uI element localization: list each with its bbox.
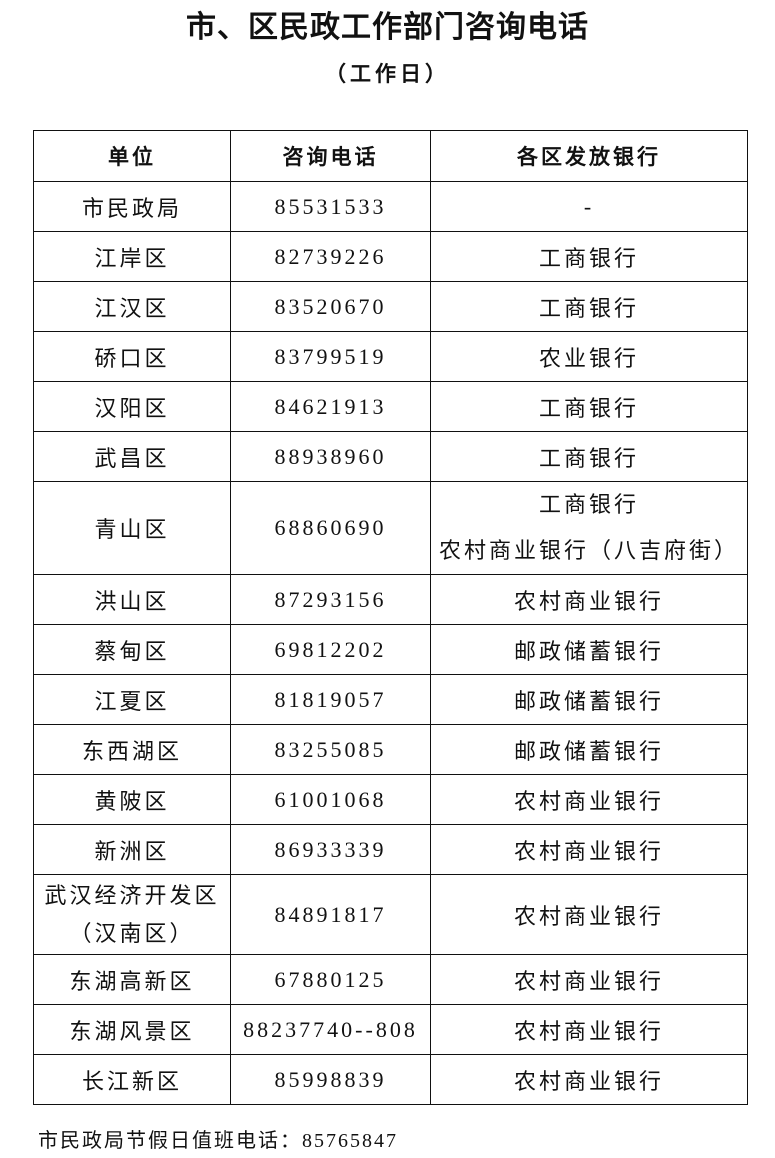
phone-cell: 87293156 <box>230 574 431 625</box>
bank-name: 农村商业银行 <box>513 903 664 929</box>
phone-cell: 61001068 <box>230 774 431 825</box>
phone-cell: 84621913 <box>230 381 431 432</box>
unit-cell: 市民政局 <box>33 181 231 232</box>
bank-cell: 工商银行 <box>430 381 748 432</box>
table-row: 蔡甸区 69812202 邮政储蓄银行 <box>33 624 748 675</box>
unit-cell: 硚口区 <box>33 331 231 382</box>
bank-cell: 邮政储蓄银行 <box>430 674 748 725</box>
contact-table: 单位 咨询电话 各区发放银行 市民政局 85531533 - 江岸区 82739226 工… <box>33 130 748 1105</box>
unit-cell: 东湖风景区 <box>33 1004 231 1055</box>
bank-cell: 邮政储蓄银行 <box>430 624 748 675</box>
unit-line: （汉南区） <box>69 920 195 946</box>
table-row: 东西湖区 83255085 邮政储蓄银行 <box>33 724 748 775</box>
unit-cell: 江汉区 <box>33 281 231 332</box>
unit-cell: 洪山区 <box>33 574 231 625</box>
bank-name: 农村商业银行 <box>513 588 664 614</box>
table-row: 东湖高新区 67880125 农村商业银行 <box>33 954 748 1005</box>
bank-cell: 农业银行 <box>430 331 748 382</box>
bank-name: 邮政储蓄银行 <box>513 738 664 764</box>
bank-name: 邮政储蓄银行 <box>513 638 664 664</box>
unit-cell: 东西湖区 <box>33 724 231 775</box>
bank-name: 农村商业银行 <box>513 968 664 994</box>
table-header-row: 单位 咨询电话 各区发放银行 <box>33 130 748 182</box>
table-row: 新洲区 86933339 农村商业银行 <box>33 824 748 875</box>
bank-name: 邮政储蓄银行 <box>513 688 664 714</box>
bank-name: 工商银行 <box>538 295 639 321</box>
phone-cell: 85531533 <box>230 181 431 232</box>
phone-cell: 67880125 <box>230 954 431 1005</box>
phone-cell: 81819057 <box>230 674 431 725</box>
bank-cell: 工商银行 <box>430 431 748 482</box>
page-title: 市、区民政工作部门咨询电话 <box>186 10 589 45</box>
table-row: 黄陂区 61001068 农村商业银行 <box>33 774 748 825</box>
table-row: 武汉经济开发区 （汉南区） 84891817 农村商业银行 <box>33 874 748 955</box>
unit-cell: 黄陂区 <box>33 774 231 825</box>
bank-name: 农村商业银行（八吉府街） <box>438 538 739 563</box>
bank-name: 农村商业银行 <box>513 788 664 814</box>
bank-name: 工商银行 <box>538 245 639 271</box>
table-row: 武昌区 88938960 工商银行 <box>33 431 748 482</box>
table-row: 江汉区 83520670 工商银行 <box>33 281 748 332</box>
table-row: 江岸区 82739226 工商银行 <box>33 231 748 282</box>
bank-cell: 工商银行 <box>430 281 748 332</box>
unit-cell: 武汉经济开发区 （汉南区） <box>33 874 231 955</box>
bank-cell: 邮政储蓄银行 <box>430 724 748 775</box>
phone-cell: 83799519 <box>230 331 431 382</box>
phone-cell: 88938960 <box>230 431 431 482</box>
table-row: 汉阳区 84621913 工商银行 <box>33 381 748 432</box>
phone-cell: 69812202 <box>230 624 431 675</box>
table-row: 长江新区 85998839 农村商业银行 <box>33 1054 748 1105</box>
phone-cell: 88237740--808 <box>230 1004 431 1055</box>
bank-name: - <box>583 193 595 219</box>
bank-name: 工商银行 <box>538 492 639 517</box>
bank-cell: 农村商业银行 <box>430 774 748 825</box>
bank-name: 工商银行 <box>538 445 639 471</box>
table-row: 洪山区 87293156 农村商业银行 <box>33 574 748 625</box>
table-row: 硚口区 83799519 农业银行 <box>33 331 748 382</box>
unit-cell: 青山区 <box>33 481 231 575</box>
phone-cell: 83520670 <box>230 281 431 332</box>
unit-cell: 东湖高新区 <box>33 954 231 1005</box>
phone-cell: 85998839 <box>230 1054 431 1105</box>
phone-cell: 68860690 <box>230 481 431 575</box>
table-row: 市民政局 85531533 - <box>33 181 748 232</box>
bank-name: 农村商业银行 <box>513 838 664 864</box>
header-unit: 单位 <box>33 130 231 182</box>
holiday-hotline: 市民政局节假日值班电话：85765847 <box>38 1130 398 1152</box>
header-bank: 各区发放银行 <box>430 130 748 182</box>
bank-cell: 工商银行 <box>430 231 748 282</box>
unit-cell: 江岸区 <box>33 231 231 282</box>
bank-cell: 农村商业银行 <box>430 824 748 875</box>
table-row: 东湖风景区 88237740--808 农村商业银行 <box>33 1004 748 1055</box>
bank-cell: 农村商业银行 <box>430 1004 748 1055</box>
unit-cell: 汉阳区 <box>33 381 231 432</box>
bank-name: 农村商业银行 <box>513 1018 664 1044</box>
phone-cell: 82739226 <box>230 231 431 282</box>
unit-cell: 长江新区 <box>33 1054 231 1105</box>
table-row: 青山区 68860690 工商银行 农村商业银行（八吉府街） <box>33 481 748 575</box>
unit-line: 武汉经济开发区 <box>44 882 220 908</box>
phone-cell: 86933339 <box>230 824 431 875</box>
bank-name: 工商银行 <box>538 395 639 421</box>
unit-cell: 江夏区 <box>33 674 231 725</box>
unit-cell: 武昌区 <box>33 431 231 482</box>
bank-name: 农村商业银行 <box>513 1068 664 1094</box>
header-phone: 咨询电话 <box>230 130 431 182</box>
bank-cell: 农村商业银行 <box>430 574 748 625</box>
phone-cell: 84891817 <box>230 874 431 955</box>
bank-cell: 农村商业银行 <box>430 874 748 955</box>
bank-cell: 农村商业银行 <box>430 1054 748 1105</box>
unit-cell: 蔡甸区 <box>33 624 231 675</box>
phone-cell: 83255085 <box>230 724 431 775</box>
bank-cell: 农村商业银行 <box>430 954 748 1005</box>
table-row: 江夏区 81819057 邮政储蓄银行 <box>33 674 748 725</box>
bank-name: 农业银行 <box>538 345 639 371</box>
unit-cell: 新洲区 <box>33 824 231 875</box>
page-subtitle: （工作日） <box>325 62 450 86</box>
bank-cell: - <box>430 181 748 232</box>
bank-cell: 工商银行农村商业银行（八吉府街） <box>430 481 748 575</box>
